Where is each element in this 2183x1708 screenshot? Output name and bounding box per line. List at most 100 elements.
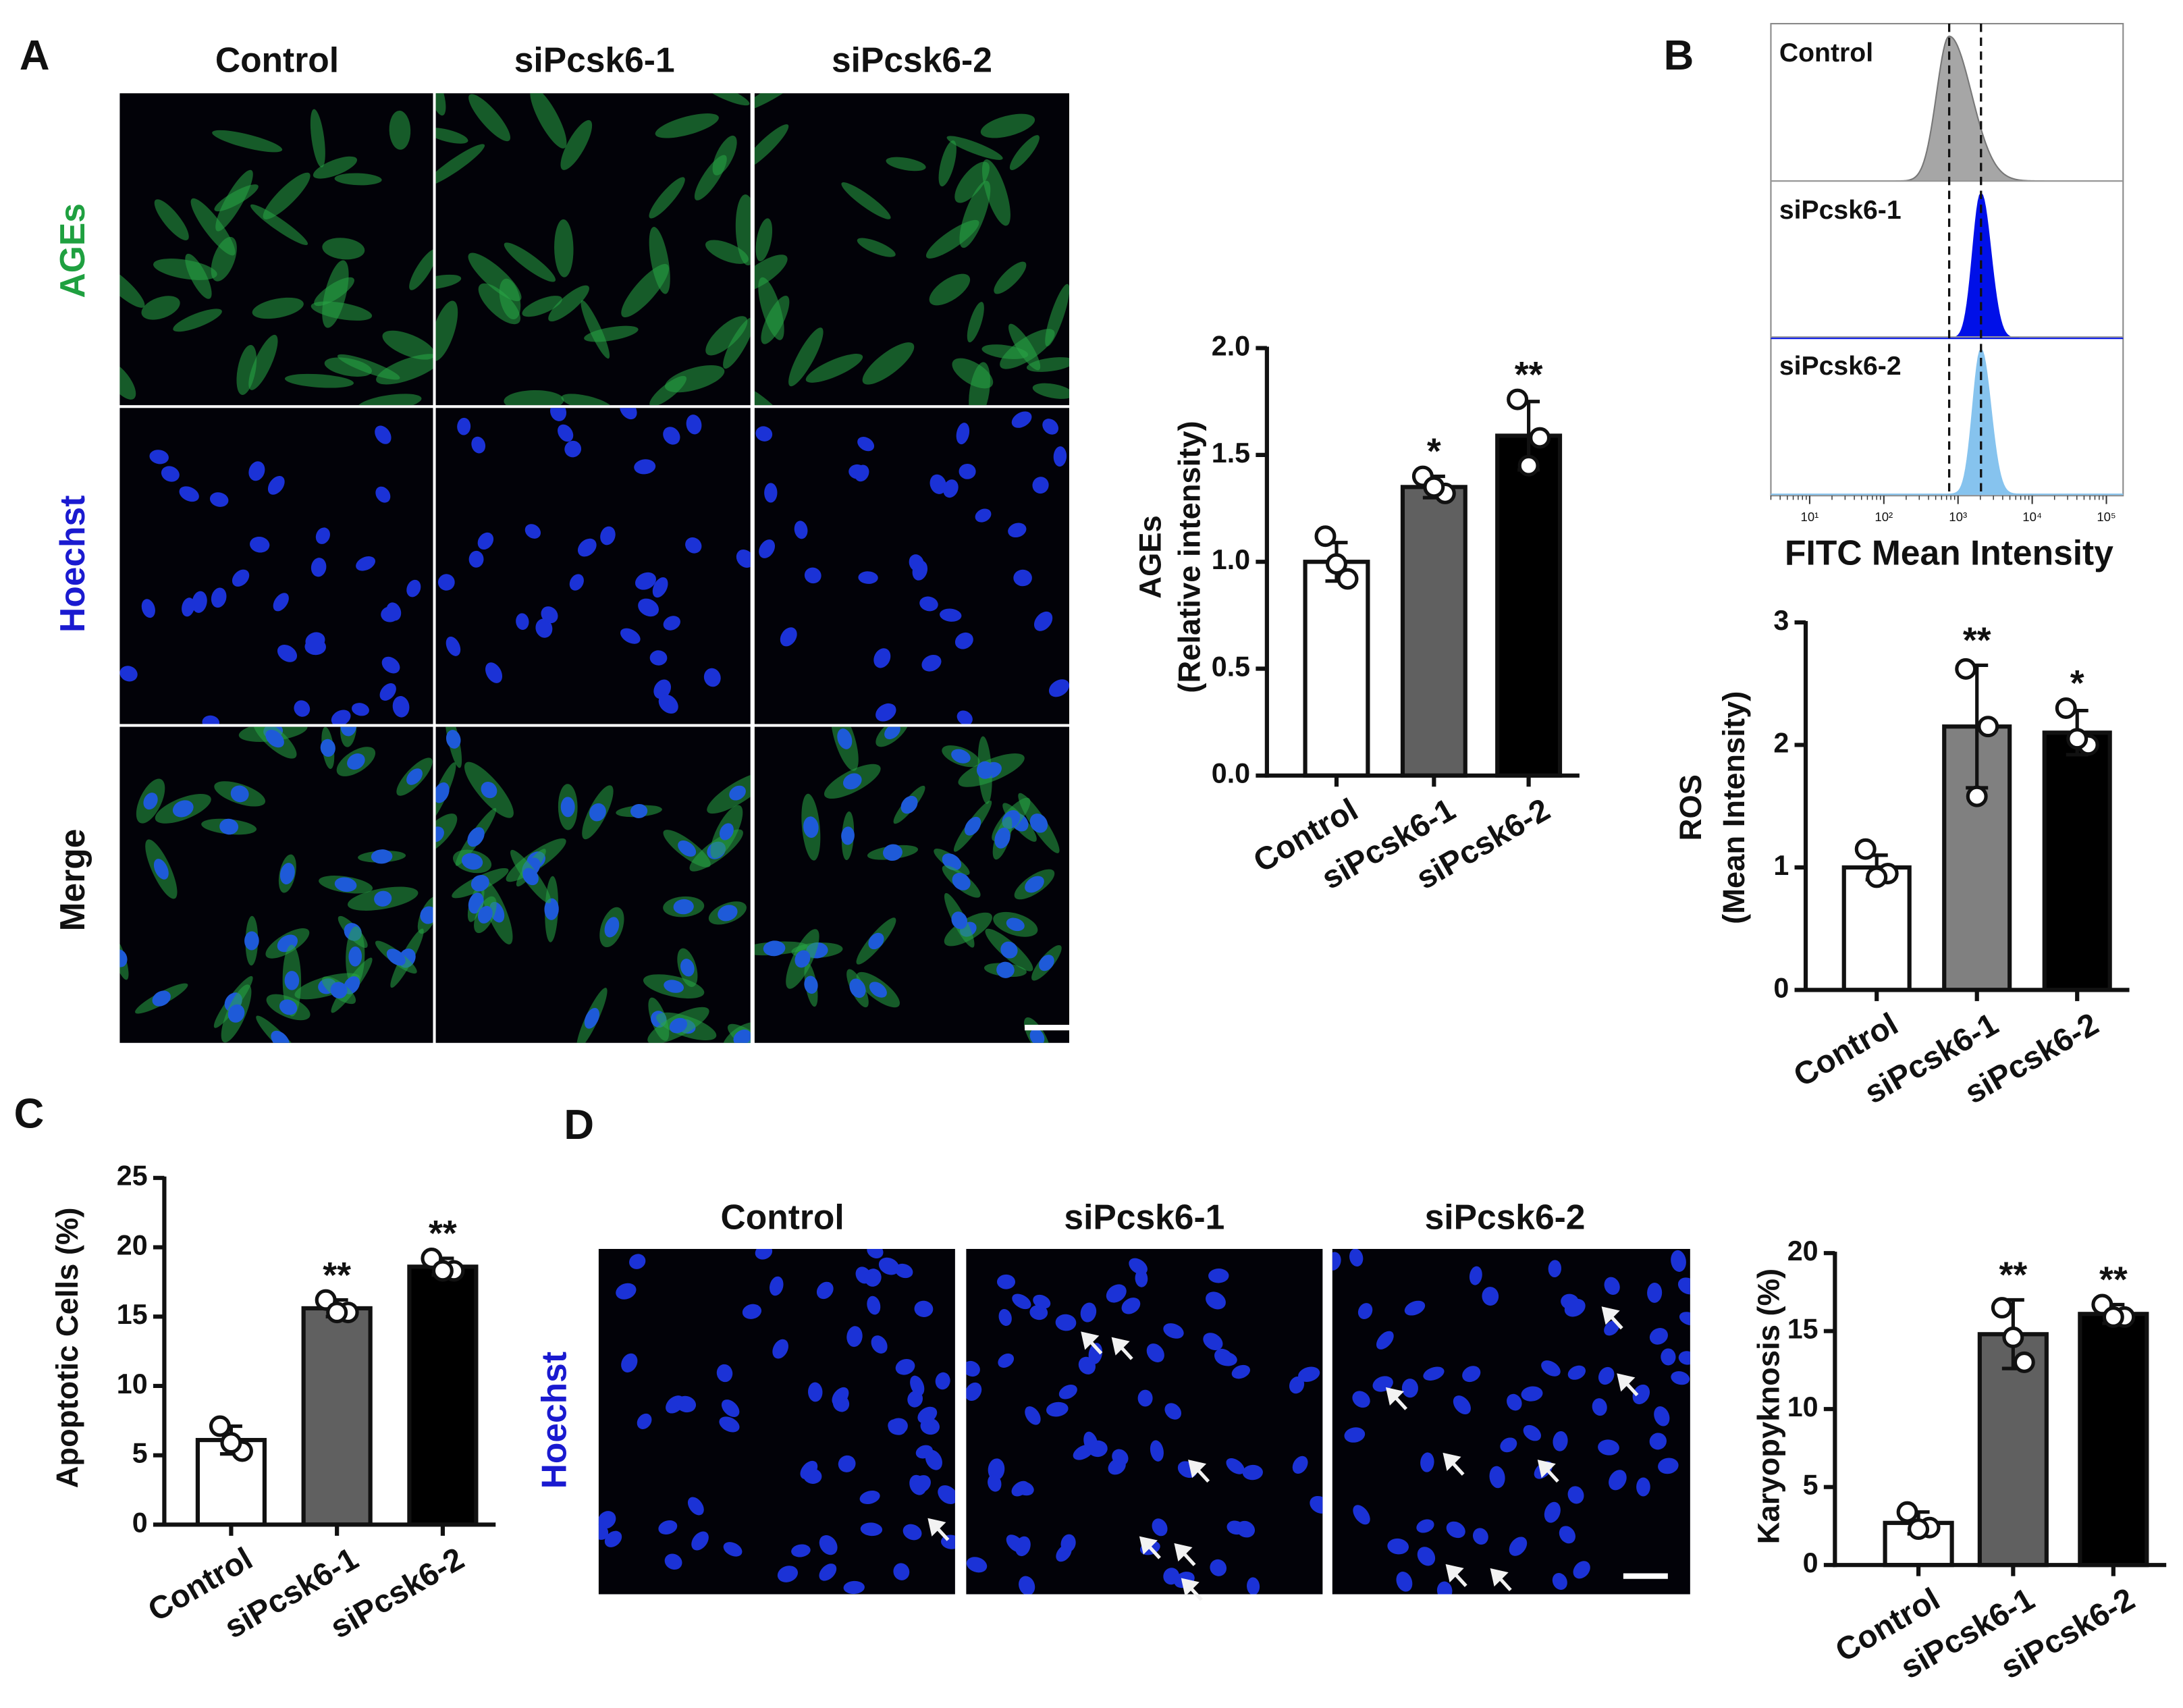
cell — [755, 218, 773, 262]
nucleus — [522, 868, 539, 886]
nucleus — [629, 1254, 646, 1269]
y-axis-label: ROS — [1673, 774, 1708, 840]
nucleus — [524, 524, 541, 539]
y-axis-label: Karyopyknosis (%) — [1751, 1269, 1785, 1544]
row-label: Hoechst — [535, 1352, 574, 1489]
nucleus — [804, 567, 821, 584]
nucleus — [153, 859, 169, 880]
cell — [382, 330, 433, 360]
nucleus — [1521, 1386, 1543, 1402]
nucleus — [951, 911, 968, 930]
nucleus — [284, 971, 300, 990]
cell — [252, 297, 304, 319]
nucleus — [1353, 1505, 1370, 1525]
nucleus — [994, 827, 1010, 849]
cell — [263, 172, 311, 219]
nucleus — [1164, 1403, 1182, 1420]
y-tick-label: 15 — [117, 1299, 148, 1330]
histogram-curve — [1771, 348, 2124, 496]
nucleus — [664, 980, 684, 993]
nucleus — [558, 424, 574, 442]
nucleus — [535, 618, 553, 638]
x-tick-label: 10⁵ — [2097, 510, 2115, 524]
x-tick-label: 10⁴ — [2022, 510, 2042, 524]
nucleus — [837, 728, 853, 749]
column-header: siPcsk6-2 — [1425, 1197, 1586, 1236]
nucleus — [951, 749, 971, 764]
nucleus — [265, 729, 284, 748]
nucleus — [1242, 1464, 1263, 1480]
y-tick-label: 1.0 — [1212, 544, 1250, 575]
cell — [153, 259, 217, 280]
bar — [301, 1306, 373, 1527]
nucleus — [1472, 1528, 1488, 1545]
nucleus — [1292, 1456, 1308, 1474]
cell — [805, 354, 863, 383]
data-point — [2066, 728, 2088, 750]
cell — [994, 261, 1027, 294]
nucleus — [638, 598, 659, 617]
arrow — [1537, 1460, 1559, 1483]
nucleus — [1658, 1458, 1679, 1474]
nucleus — [304, 638, 327, 656]
nucleus — [1011, 1480, 1029, 1497]
cell — [119, 361, 136, 400]
y-tick-label: 10 — [1787, 1391, 1818, 1422]
nucleus — [446, 730, 461, 749]
nucleus — [1247, 1577, 1260, 1595]
nucleus — [952, 872, 971, 890]
nucleus — [1106, 1284, 1127, 1303]
nucleus — [1559, 1526, 1575, 1544]
y-tick-label: 0.5 — [1212, 651, 1250, 682]
cell — [723, 317, 751, 369]
nucleus — [630, 803, 648, 818]
nucleus — [1564, 1298, 1586, 1317]
nucleus — [1420, 1452, 1434, 1472]
nucleus — [600, 526, 616, 545]
cell — [173, 309, 222, 332]
nucleus — [859, 1491, 880, 1505]
row-label: Hoechst — [53, 496, 92, 633]
nucleus — [1025, 876, 1044, 893]
y-tick-label: 3 — [1773, 605, 1789, 636]
cells — [1332, 1249, 1690, 1595]
nucleus — [435, 826, 444, 843]
nucleus — [808, 1382, 823, 1402]
nucleus — [1416, 1519, 1434, 1533]
data-point — [431, 1260, 454, 1282]
nucleus — [964, 816, 981, 836]
cell — [435, 144, 485, 186]
nucleus — [685, 537, 702, 554]
nucleus — [733, 1030, 751, 1043]
nucleus — [669, 1017, 688, 1034]
nucleus — [1376, 1331, 1394, 1350]
cell — [735, 194, 751, 266]
bar — [1495, 433, 1563, 778]
cell — [250, 204, 308, 246]
nucleus — [1592, 1398, 1607, 1416]
cell — [969, 362, 990, 406]
nucleus — [381, 656, 400, 674]
significance: ** — [1999, 1255, 2027, 1296]
nucleus — [1401, 1379, 1418, 1398]
cell — [522, 296, 562, 317]
nucleus — [446, 636, 461, 656]
cells — [119, 109, 433, 406]
nucleus — [604, 917, 620, 938]
cell — [1032, 383, 1070, 399]
nucleus — [457, 417, 471, 435]
nucleus — [271, 1030, 290, 1043]
micrograph — [119, 93, 433, 406]
nucleus — [311, 558, 327, 577]
cell — [946, 136, 1003, 160]
arrow — [1385, 1387, 1408, 1410]
nucleus — [1203, 1333, 1223, 1351]
histogram-curve — [1771, 192, 2124, 340]
cell — [310, 109, 325, 167]
nucleus — [470, 874, 489, 892]
nucleus — [179, 486, 199, 502]
cell — [1009, 135, 1040, 170]
nucleus — [943, 479, 959, 498]
cell — [754, 383, 783, 406]
nucleus — [1489, 1466, 1505, 1489]
